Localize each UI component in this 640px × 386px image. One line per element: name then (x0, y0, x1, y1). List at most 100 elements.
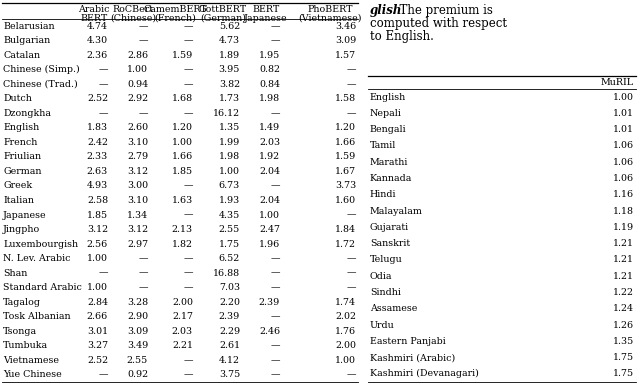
Text: Italian: Italian (3, 196, 34, 205)
Text: 1.49: 1.49 (259, 124, 280, 132)
Text: 6.73: 6.73 (219, 181, 240, 190)
Text: 1.00: 1.00 (259, 210, 280, 220)
Text: 2.04: 2.04 (259, 196, 280, 205)
Text: Chinese (Simp.): Chinese (Simp.) (3, 65, 80, 74)
Text: glish: glish (370, 4, 403, 17)
Text: 1.58: 1.58 (335, 94, 356, 103)
Text: Tsonga: Tsonga (3, 327, 37, 336)
Text: 1.66: 1.66 (335, 138, 356, 147)
Text: 3.73: 3.73 (335, 181, 356, 190)
Text: Tamil: Tamil (370, 142, 396, 151)
Text: German: German (3, 167, 42, 176)
Text: 1.89: 1.89 (219, 51, 240, 60)
Text: 1.75: 1.75 (613, 353, 634, 362)
Text: 5.62: 5.62 (219, 22, 240, 31)
Text: —: — (184, 370, 193, 379)
Text: —: — (184, 36, 193, 45)
Text: Assamese: Assamese (370, 304, 417, 313)
Text: (Chinese): (Chinese) (110, 14, 156, 23)
Text: English: English (3, 124, 39, 132)
Text: 2.60: 2.60 (127, 124, 148, 132)
Text: —: — (184, 22, 193, 31)
Text: Kannada: Kannada (370, 174, 412, 183)
Text: 4.12: 4.12 (219, 356, 240, 365)
Text: 1.59: 1.59 (172, 51, 193, 60)
Text: Nepali: Nepali (370, 109, 402, 118)
Text: Dzongkha: Dzongkha (3, 109, 51, 118)
Text: computed with respect: computed with respect (370, 17, 507, 30)
Text: 1.18: 1.18 (613, 207, 634, 216)
Text: 1.00: 1.00 (87, 254, 108, 263)
Text: —: — (99, 269, 108, 278)
Text: (French): (French) (154, 14, 196, 23)
Text: RoCBert: RoCBert (113, 5, 154, 14)
Text: 1.00: 1.00 (613, 93, 634, 102)
Text: 1.06: 1.06 (613, 174, 634, 183)
Text: —: — (184, 269, 193, 278)
Text: —: — (99, 80, 108, 89)
Text: —: — (184, 283, 193, 292)
Text: Tumbuka: Tumbuka (3, 341, 48, 350)
Text: Marathi: Marathi (370, 158, 408, 167)
Text: 1.22: 1.22 (613, 288, 634, 297)
Text: 1.59: 1.59 (335, 152, 356, 161)
Text: 1.16: 1.16 (613, 190, 634, 199)
Text: 3.75: 3.75 (219, 370, 240, 379)
Text: N. Lev. Arabic: N. Lev. Arabic (3, 254, 70, 263)
Text: PhoBERT: PhoBERT (307, 5, 353, 14)
Text: BERT: BERT (81, 14, 108, 23)
Text: 2.61: 2.61 (219, 341, 240, 350)
Text: Standard Arabic: Standard Arabic (3, 283, 82, 292)
Text: Jingpho: Jingpho (3, 225, 40, 234)
Text: 1.99: 1.99 (219, 138, 240, 147)
Text: —: — (99, 109, 108, 118)
Text: Arabic: Arabic (78, 5, 109, 14)
Text: 0.82: 0.82 (259, 65, 280, 74)
Text: 2.55: 2.55 (219, 225, 240, 234)
Text: Tagalog: Tagalog (3, 298, 41, 306)
Text: 1.01: 1.01 (613, 125, 634, 134)
Text: Shan: Shan (3, 269, 28, 278)
Text: Catalan: Catalan (3, 51, 40, 60)
Text: 2.46: 2.46 (259, 327, 280, 336)
Text: Dutch: Dutch (3, 94, 32, 103)
Text: 2.86: 2.86 (127, 51, 148, 60)
Text: 2.58: 2.58 (87, 196, 108, 205)
Text: 1.00: 1.00 (219, 167, 240, 176)
Text: 1.95: 1.95 (259, 51, 280, 60)
Text: 1.63: 1.63 (172, 196, 193, 205)
Text: 2.47: 2.47 (259, 225, 280, 234)
Text: —: — (346, 80, 356, 89)
Text: Japanese: Japanese (3, 210, 47, 220)
Text: 16.12: 16.12 (213, 109, 240, 118)
Text: 1.20: 1.20 (172, 124, 193, 132)
Text: 4.93: 4.93 (87, 181, 108, 190)
Text: 2.20: 2.20 (219, 298, 240, 306)
Text: 2.52: 2.52 (87, 94, 108, 103)
Text: 1.72: 1.72 (335, 240, 356, 249)
Text: 1.06: 1.06 (613, 142, 634, 151)
Text: —: — (271, 341, 280, 350)
Text: 3.82: 3.82 (219, 80, 240, 89)
Text: 1.00: 1.00 (172, 138, 193, 147)
Text: to English.: to English. (370, 30, 434, 43)
Text: Tosk Albanian: Tosk Albanian (3, 312, 70, 321)
Text: 2.00: 2.00 (335, 341, 356, 350)
Text: 2.79: 2.79 (127, 152, 148, 161)
Text: 2.00: 2.00 (172, 298, 193, 306)
Text: Yue Chinese: Yue Chinese (3, 370, 61, 379)
Text: BERT: BERT (252, 5, 280, 14)
Text: 3.12: 3.12 (87, 225, 108, 234)
Text: 1.00: 1.00 (335, 356, 356, 365)
Text: 1.74: 1.74 (335, 298, 356, 306)
Text: Hindi: Hindi (370, 190, 397, 199)
Text: —: — (138, 269, 148, 278)
Text: 1.35: 1.35 (612, 337, 634, 346)
Text: 3.95: 3.95 (219, 65, 240, 74)
Text: 1.75: 1.75 (219, 240, 240, 249)
Text: 4.35: 4.35 (219, 210, 240, 220)
Text: French: French (3, 138, 37, 147)
Text: —: — (346, 370, 356, 379)
Text: 2.21: 2.21 (172, 341, 193, 350)
Text: 1.73: 1.73 (219, 94, 240, 103)
